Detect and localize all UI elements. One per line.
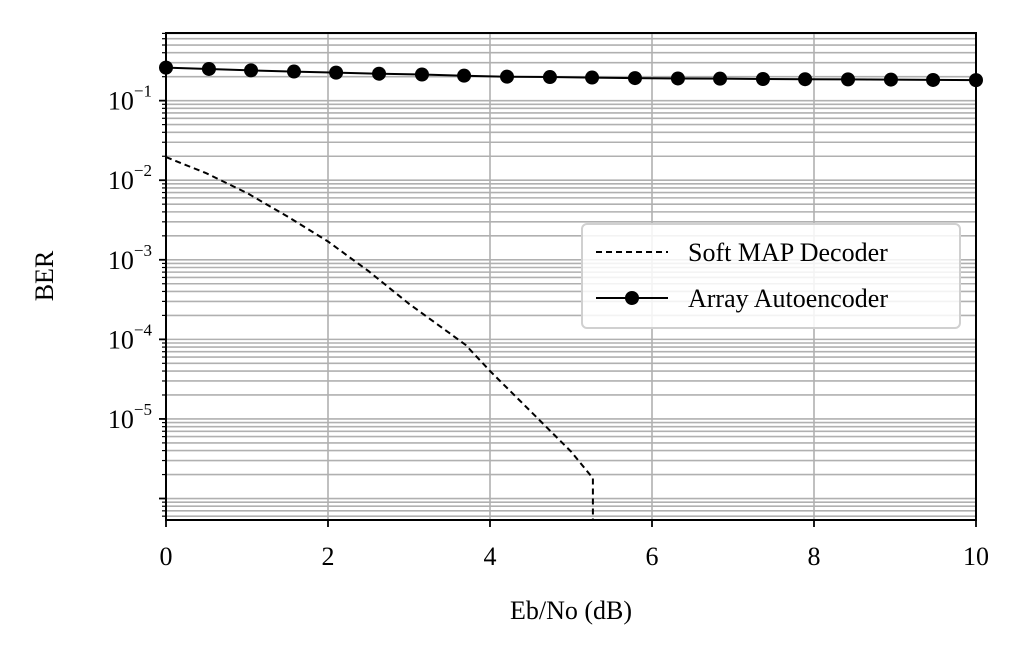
data-point-array-autoencoder — [585, 70, 600, 85]
legend-soft-map-label: Soft MAP Decoder — [688, 238, 888, 267]
grid-lines — [165, 32, 977, 520]
y-tick-label: 10−2 — [108, 161, 152, 195]
series-line-array-autoencoder — [165, 66, 977, 82]
y-axis-title: BER — [30, 250, 59, 301]
data-point-array-autoencoder — [329, 65, 344, 80]
x-tick-label: 4 — [484, 542, 497, 571]
data-point-array-autoencoder — [883, 72, 898, 87]
legend: Soft MAP Decoder Array Autoencoder — [581, 223, 961, 329]
data-point-array-autoencoder — [542, 70, 557, 85]
x-tick-label: 8 — [808, 542, 821, 571]
data-point-array-autoencoder — [755, 72, 770, 87]
x-tick-label: 0 — [160, 542, 173, 571]
x-tick-label: 2 — [322, 542, 335, 571]
y-tick-label: 10−5 — [108, 400, 152, 434]
legend-autoencoder-marker — [625, 291, 639, 305]
x-tick-label: 6 — [646, 542, 659, 571]
plot-frame — [165, 32, 977, 521]
series-line-soft-map-decoder — [165, 156, 594, 520]
data-point-array-autoencoder — [457, 68, 472, 83]
legend-autoencoder-label: Array Autoencoder — [688, 284, 888, 313]
data-point-array-autoencoder — [372, 66, 387, 81]
data-point-array-autoencoder — [286, 64, 301, 79]
data-point-array-autoencoder — [841, 72, 856, 87]
data-point-array-autoencoder — [414, 67, 429, 82]
x-axis-title: Eb/No (dB) — [510, 596, 632, 625]
data-point-array-autoencoder — [201, 61, 216, 76]
data-point-array-autoencoder — [627, 71, 642, 86]
data-point-array-autoencoder — [500, 69, 515, 84]
data-point-array-autoencoder — [798, 72, 813, 87]
legend-box — [581, 223, 961, 329]
data-point-array-autoencoder — [244, 63, 259, 78]
data-point-array-autoencoder — [670, 71, 685, 86]
data-point-array-autoencoder — [926, 72, 941, 87]
plot-area — [159, 60, 983, 520]
x-tick-label: 10 — [963, 542, 989, 571]
axis-ticks: 0 2 4 6 8 10 10−1 10−2 10−3 10−4 10−5 — [108, 32, 989, 571]
y-tick-label: 10−3 — [108, 241, 152, 275]
data-point-array-autoencoder — [713, 71, 728, 86]
y-tick-label: 10−1 — [108, 82, 152, 116]
y-tick-label: 10−4 — [108, 320, 153, 354]
